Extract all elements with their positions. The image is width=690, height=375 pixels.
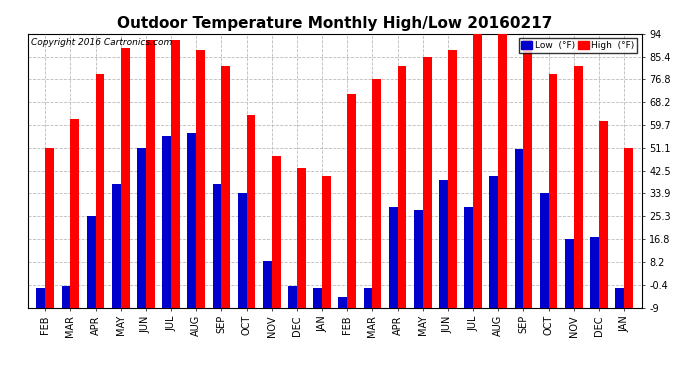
Bar xyxy=(624,148,633,308)
Bar xyxy=(423,57,431,308)
Bar xyxy=(146,40,155,308)
Bar xyxy=(574,66,582,308)
Bar xyxy=(599,122,608,308)
Bar xyxy=(373,79,381,308)
Bar xyxy=(590,237,599,308)
Bar xyxy=(498,34,507,308)
Bar xyxy=(70,119,79,308)
Bar xyxy=(95,74,104,308)
Bar xyxy=(37,288,46,308)
Bar xyxy=(297,168,306,308)
Bar xyxy=(439,180,448,308)
Bar xyxy=(322,176,331,308)
Bar xyxy=(338,297,347,307)
Bar xyxy=(364,288,373,308)
Bar xyxy=(121,48,130,308)
Bar xyxy=(549,74,558,308)
Bar xyxy=(87,216,95,308)
Bar xyxy=(615,288,624,308)
Title: Outdoor Temperature Monthly High/Low 20160217: Outdoor Temperature Monthly High/Low 201… xyxy=(117,16,552,31)
Bar xyxy=(263,261,272,308)
Bar xyxy=(448,50,457,308)
Bar xyxy=(540,194,549,308)
Bar xyxy=(137,148,146,308)
Bar xyxy=(46,148,54,308)
Bar xyxy=(397,66,406,308)
Legend: Low  (°F), High  (°F): Low (°F), High (°F) xyxy=(519,38,637,53)
Bar xyxy=(388,207,397,308)
Bar xyxy=(288,286,297,308)
Bar xyxy=(524,40,532,308)
Bar xyxy=(61,286,70,308)
Bar xyxy=(313,288,322,308)
Bar xyxy=(238,194,246,308)
Bar xyxy=(565,239,574,308)
Bar xyxy=(272,156,281,308)
Bar xyxy=(188,134,196,308)
Bar xyxy=(196,50,205,308)
Bar xyxy=(112,184,121,308)
Bar xyxy=(162,136,171,308)
Bar xyxy=(515,149,524,308)
Bar xyxy=(464,207,473,308)
Bar xyxy=(213,184,221,308)
Bar xyxy=(171,40,180,308)
Bar xyxy=(414,210,423,308)
Bar xyxy=(473,34,482,308)
Bar xyxy=(489,176,498,308)
Bar xyxy=(221,66,230,308)
Bar xyxy=(347,93,356,308)
Bar xyxy=(246,115,255,308)
Text: Copyright 2016 Cartronics.com: Copyright 2016 Cartronics.com xyxy=(30,38,172,47)
